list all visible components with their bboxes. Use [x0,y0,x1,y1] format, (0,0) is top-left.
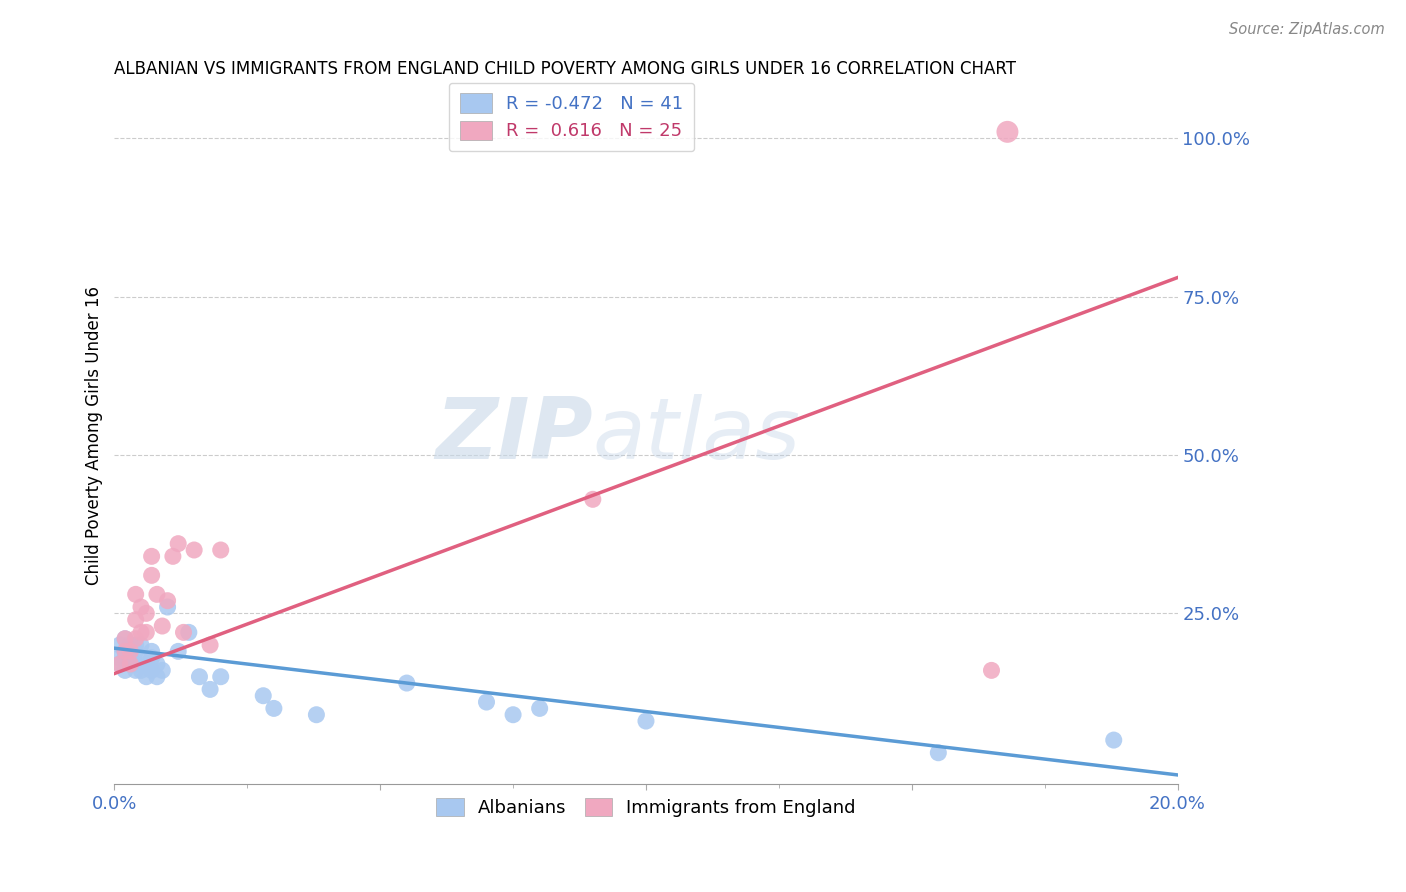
Point [114,650,136,665]
Point [129,600,152,615]
Point [135,625,157,640]
Point [124,632,146,646]
Point [108,657,131,671]
Text: ZIP: ZIP [436,394,593,477]
Point [124,638,146,652]
Point [502,707,524,722]
Point [395,676,418,690]
Point [173,625,195,640]
Point [129,650,152,665]
Point [263,701,285,715]
Text: Source: ZipAtlas.com: Source: ZipAtlas.com [1229,22,1385,37]
Point [634,714,657,728]
Point [209,543,232,558]
Point [141,650,163,665]
Point [141,549,163,564]
Point [146,657,169,671]
Point [980,664,1002,678]
Point [129,664,152,678]
Point [529,701,551,715]
Point [305,707,328,722]
Point [167,644,190,658]
Point [150,664,173,678]
Point [141,568,163,582]
Text: ALBANIAN VS IMMIGRANTS FROM ENGLAND CHILD POVERTY AMONG GIRLS UNDER 16 CORRELATI: ALBANIAN VS IMMIGRANTS FROM ENGLAND CHIL… [114,60,1017,78]
Point [927,746,949,760]
Text: atlas: atlas [593,394,801,477]
Point [114,632,136,646]
Point [183,543,205,558]
Point [114,644,136,658]
Point [124,587,146,601]
Point [141,644,163,658]
Point [156,593,179,607]
Point [582,492,605,507]
Point [141,664,163,678]
Point [997,125,1019,139]
Y-axis label: Child Poverty Among Girls Under 16: Child Poverty Among Girls Under 16 [86,286,103,585]
Point [150,619,173,633]
Legend: Albanians, Immigrants from England: Albanians, Immigrants from England [429,790,863,824]
Point [124,657,146,671]
Point [177,625,200,640]
Point [475,695,498,709]
Point [108,650,131,665]
Point [129,625,152,640]
Point [146,670,169,684]
Point [108,657,131,671]
Point [135,607,157,621]
Point [146,587,169,601]
Point [167,536,190,550]
Point [1102,733,1125,747]
Point [108,638,131,652]
Point [120,638,142,652]
Point [120,644,142,658]
Point [124,664,146,678]
Point [114,632,136,646]
Point [129,638,152,652]
Point [252,689,274,703]
Point [209,670,232,684]
Point [124,644,146,658]
Point [114,664,136,678]
Point [188,670,211,684]
Point [120,657,142,671]
Point [120,650,142,665]
Point [120,657,142,671]
Point [124,613,146,627]
Point [198,638,221,652]
Point [135,657,157,671]
Point [162,549,184,564]
Point [135,670,157,684]
Point [156,600,179,615]
Point [114,644,136,658]
Point [198,682,221,697]
